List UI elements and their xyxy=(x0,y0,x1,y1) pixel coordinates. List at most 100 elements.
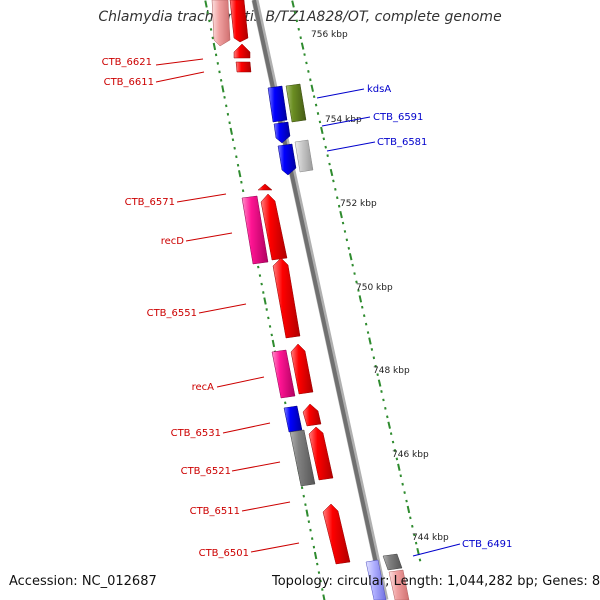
gene-kdsa-blue[interactable] xyxy=(267,85,288,123)
outer-track-tick xyxy=(401,482,404,486)
outer-track-tick xyxy=(295,19,299,23)
scale-label-754: 754 kbp xyxy=(325,115,362,125)
inner-track-tick xyxy=(322,594,326,600)
outer-track-tick xyxy=(318,120,322,124)
outer-track-tick xyxy=(389,432,393,436)
gene-ctb6581[interactable] xyxy=(294,139,314,173)
outer-tick-track xyxy=(291,0,422,562)
outer-track-tick xyxy=(413,533,416,537)
outer-track-tick xyxy=(314,103,318,107)
outer-track-tick xyxy=(384,406,387,410)
gene-ctb6511[interactable] xyxy=(322,503,351,565)
inner-track-tick xyxy=(304,503,307,507)
scale-label-750: 750 kbp xyxy=(356,283,393,293)
leader-kdsa xyxy=(316,88,365,99)
label-ctb6611[interactable]: CTB_6611 xyxy=(104,77,154,88)
leader-ctb6551 xyxy=(198,303,247,314)
gene-ctb6531-partner[interactable] xyxy=(302,403,322,427)
leader-ctb6531 xyxy=(222,422,271,434)
gene-ctb6621[interactable] xyxy=(229,0,249,43)
outer-track-tick xyxy=(347,246,351,250)
leader-ctb6581 xyxy=(326,141,376,152)
leader-ctb6501 xyxy=(250,542,300,553)
gene-ctb6491-gray[interactable] xyxy=(382,553,403,571)
label-ctb6621[interactable]: CTB_6621 xyxy=(102,57,152,68)
label-reca[interactable]: recA xyxy=(192,382,215,393)
gene-ctb6491-blue[interactable] xyxy=(365,559,387,600)
label-ctb6521[interactable]: CTB_6521 xyxy=(181,466,231,477)
outer-track-tick xyxy=(418,558,422,562)
inner-track-tick xyxy=(212,42,217,51)
label-ctb6491[interactable]: CTB_6491 xyxy=(462,539,512,550)
inner-track-tick xyxy=(307,520,311,524)
label-ctb6591[interactable]: CTB_6591 xyxy=(373,112,423,123)
gene-recd-partner[interactable] xyxy=(260,193,288,261)
outer-track-tick xyxy=(337,204,341,208)
inner-track-tick xyxy=(223,95,226,99)
inner-track-tick xyxy=(209,28,213,31)
gene-ctb6571[interactable] xyxy=(257,183,273,191)
inner-track-tick xyxy=(260,282,263,286)
outer-track-tick xyxy=(380,390,383,393)
outer-track-tick xyxy=(366,331,370,334)
gene-ctb6491-pale[interactable] xyxy=(388,569,410,600)
outer-track-tick xyxy=(293,11,297,14)
outer-track-tick xyxy=(357,289,360,292)
label-ctb6501[interactable]: CTB_6501 xyxy=(199,548,249,559)
outer-track-tick xyxy=(351,263,354,267)
gene-ctb6531[interactable] xyxy=(283,405,303,433)
outer-track-tick xyxy=(324,145,327,149)
gene-ctb6521[interactable] xyxy=(289,429,316,487)
gene-ctb6611-a[interactable] xyxy=(233,43,251,59)
gene-reca-partner[interactable] xyxy=(290,343,314,395)
genes-count-text: Genes: 880 xyxy=(542,574,600,589)
leader-ctb6571 xyxy=(176,193,227,203)
outer-track-tick xyxy=(397,463,401,471)
outer-track-tick xyxy=(372,356,376,360)
outer-track-tick xyxy=(364,322,368,326)
inner-track-tick xyxy=(258,274,262,277)
outer-track-tick xyxy=(348,253,353,261)
length-text: Length: 1,044,282 bp; xyxy=(393,574,543,589)
outer-track-tick xyxy=(368,337,372,345)
outer-track-tick xyxy=(334,187,337,191)
scale-label-746: 746 kbp xyxy=(392,450,429,460)
gene-recd[interactable] xyxy=(241,195,269,265)
outer-track-tick xyxy=(339,210,343,219)
gene-ctb6611-b[interactable] xyxy=(235,61,252,73)
inner-track-tick xyxy=(211,36,214,40)
outer-track-tick xyxy=(307,69,310,73)
gene-features xyxy=(211,0,410,600)
gene-kdsa[interactable] xyxy=(285,83,307,123)
inner-track-tick xyxy=(316,562,319,566)
gene-ctb6581-blue[interactable] xyxy=(277,143,297,176)
label-kdsa[interactable]: kdsA xyxy=(367,84,391,95)
outer-track-tick xyxy=(362,314,366,318)
label-recd[interactable]: recD xyxy=(161,236,185,247)
label-ctb6571[interactable]: CTB_6571 xyxy=(125,197,175,208)
gene-ctb6521-partner[interactable] xyxy=(308,426,334,481)
outer-track-tick xyxy=(358,295,363,303)
inner-track-tick xyxy=(208,19,211,23)
leader-recd xyxy=(185,232,233,242)
gene-reca[interactable] xyxy=(271,349,296,399)
gene-ctb6591[interactable] xyxy=(273,121,291,144)
outer-track-tick xyxy=(386,415,389,419)
topology-text: Topology: circular; xyxy=(272,574,394,589)
outer-track-tick xyxy=(403,491,406,495)
scale-label-744: 744 kbp xyxy=(412,533,449,543)
label-ctb6531[interactable]: CTB_6531 xyxy=(171,428,221,439)
gene-ctb6621-pale[interactable] xyxy=(211,0,231,47)
inner-track-tick xyxy=(263,297,267,305)
label-ctb6551[interactable]: CTB_6551 xyxy=(147,308,197,319)
inner-track-tick xyxy=(204,0,208,8)
gene-ctb6551[interactable] xyxy=(272,257,301,339)
label-ctb6511[interactable]: CTB_6511 xyxy=(190,506,240,517)
label-ctb6581[interactable]: CTB_6581 xyxy=(377,137,427,148)
accession-text: Accession: NC_012687 xyxy=(9,574,157,589)
outer-track-tick xyxy=(405,499,408,503)
outer-track-tick xyxy=(309,78,312,82)
outer-track-tick xyxy=(326,154,329,158)
outer-track-tick xyxy=(376,373,379,377)
